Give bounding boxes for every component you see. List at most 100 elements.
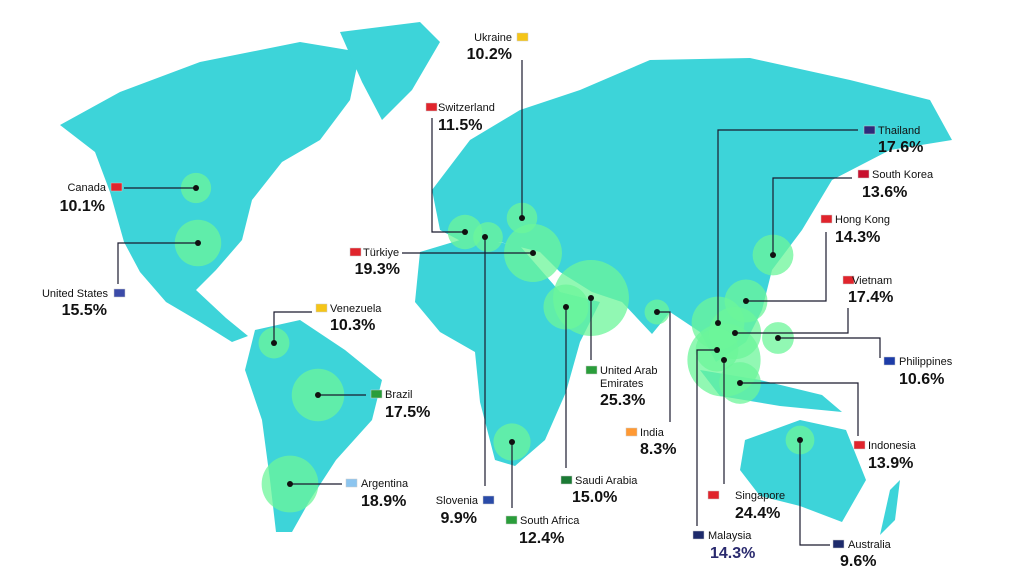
country-name: Switzerland [438,102,495,114]
flag [560,475,573,485]
anchor-dot [462,229,468,235]
country-name: South Korea [872,169,934,181]
value-label: 15.5% [61,302,107,319]
country-name: Philippines [899,356,953,368]
flag [842,275,855,285]
anchor-dot [563,304,569,310]
country-name: Brazil [385,389,413,401]
value-label: 9.9% [440,510,477,527]
country-name: Australia [848,539,891,551]
flag [110,182,123,192]
anchor-dot [775,335,781,341]
leader-line [696,349,717,526]
value-label: 15.0% [572,489,618,506]
flag [820,214,833,224]
anchor-dot [315,392,321,398]
value-label: 13.6% [862,184,908,201]
flag [692,530,705,540]
flag [505,515,518,525]
country-name: Singapore [735,490,786,502]
leader-line [117,242,198,284]
value-label: 17.6% [878,139,924,156]
anchor-dot [732,330,738,336]
country-name: Indonesia [868,440,916,452]
country-name: United States [41,288,108,300]
leader-line [778,337,881,358]
anchor-dot [482,234,488,240]
value-label: 10.2% [466,46,512,63]
country-name: India [640,427,664,439]
value-label: 10.3% [330,317,376,334]
flag [883,356,896,366]
value-label: 17.5% [385,404,431,421]
anchor-dot [287,481,293,487]
country-name: Saudi Arabia [575,475,638,487]
leader-line [740,382,859,436]
flag [707,490,720,500]
country-name: Hong Kong [835,214,891,226]
flag [370,389,383,399]
eurasia [432,58,952,362]
leader-line [273,311,312,343]
leader-line [772,177,852,255]
value-label: 14.3% [710,545,756,562]
greenland [340,22,440,120]
leader-line [746,232,827,302]
anchor-dot [743,298,749,304]
new-zealand [880,480,900,535]
value-label: 19.3% [354,261,400,278]
australia [740,420,866,522]
value-label: 17.4% [848,289,894,306]
anchor-dot [271,340,277,346]
leader-line [799,440,830,546]
leader-line [657,311,671,422]
flag [625,427,638,437]
value-label: 9.6% [840,553,877,570]
flag [113,288,126,298]
country-name: Slovenia [435,495,478,507]
flag [345,478,358,488]
country-name: South Africa [520,515,580,527]
leader-line [717,129,858,323]
country-name: Canada [67,182,106,194]
leader-line [735,308,849,334]
value-label: 14.3% [835,229,881,246]
leader-line [431,118,465,233]
anchor-dot [530,250,536,256]
value-label: 8.3% [640,441,677,458]
anchor-dot [195,240,201,246]
anchor-dot [797,437,803,443]
anchor-dot [193,185,199,191]
flag [425,102,438,112]
value-label: 10.1% [59,198,105,215]
value-label: 12.4% [519,530,565,547]
flag [832,539,845,549]
anchor-dot [654,309,660,315]
flag [315,303,328,313]
value-label: 25.3% [600,392,646,409]
country-name: Malaysia [708,530,752,542]
anchor-dot [588,295,594,301]
flag [482,495,495,505]
country-name: United Arab Emirates [600,365,658,390]
anchor-dot [714,347,720,353]
flag [516,32,529,42]
country-name: Vietnam [852,275,893,287]
anchor-dot [721,357,727,363]
anchor-dot [715,320,721,326]
country-name: Venezuela [330,303,382,315]
anchor-dot [509,439,515,445]
country-name: Thailand [878,125,921,137]
value-label: 11.5% [438,117,483,134]
value-label: 24.4% [735,505,781,522]
country-name: Ukraine [474,32,512,44]
flag [853,440,866,450]
anchor-dot [770,252,776,258]
flag [585,365,598,375]
country-name: Türkiye [363,247,400,259]
flag [857,169,870,179]
flag [349,247,362,257]
anchor-dot [519,215,525,221]
